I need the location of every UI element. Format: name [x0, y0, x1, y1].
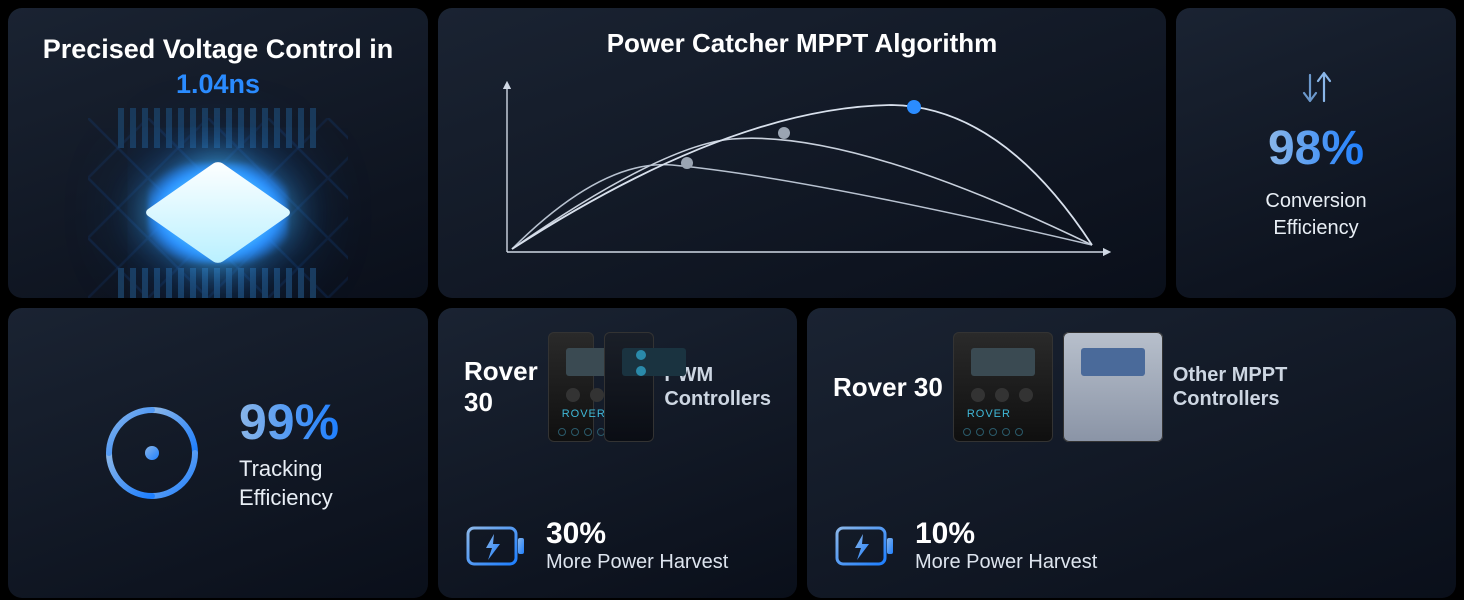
compare-bottom: 10% More Power Harvest — [833, 517, 1430, 574]
product-b-label: Other MPPT Controllers — [1173, 363, 1287, 411]
harvest-pct: 10% — [915, 517, 1097, 551]
rover-device-illustration: ROVER — [953, 332, 1053, 442]
compare-bottom: 30% More Power Harvest — [464, 517, 771, 574]
compare-card-other-mppt: Rover 30 ROVER Other MPPT Controllers — [807, 308, 1456, 598]
pwm-device-illustration — [604, 332, 655, 442]
conversion-efficiency-card: 98% Conversion Efficiency — [1176, 8, 1456, 298]
chart-title: Power Catcher MPPT Algorithm — [458, 28, 1146, 59]
mppt-chart-card: Power Catcher MPPT Algorithm — [438, 8, 1166, 298]
compare-card-pwm: Rover 30 ROVER PWM Controllers — [438, 308, 797, 598]
compare-top: Rover 30 ROVER Other MPPT Controllers — [833, 332, 1430, 442]
harvest-label: More Power Harvest — [915, 551, 1097, 574]
chart-peaks — [681, 100, 921, 169]
voltage-title-highlight: 1.04ns — [176, 69, 260, 99]
chip-illustration — [88, 118, 348, 298]
device-brand: ROVER — [967, 408, 1011, 420]
conversion-label: Conversion Efficiency — [1265, 188, 1366, 242]
harvest-text: 30% More Power Harvest — [546, 517, 728, 574]
tracking-text: 99% Tracking Efficiency — [239, 393, 339, 512]
harvest-text: 10% More Power Harvest — [915, 517, 1097, 574]
mppt-chart — [458, 67, 1146, 267]
harvest-pct: 30% — [546, 517, 728, 551]
battery-bolt-icon — [464, 518, 528, 574]
tracking-efficiency-card: 99% Tracking Efficiency — [8, 308, 428, 598]
rover-device-illustration: ROVER — [548, 332, 594, 442]
chart-curves — [512, 105, 1092, 249]
harvest-label: More Power Harvest — [546, 551, 728, 574]
voltage-title: Precised Voltage Control in 1.04ns — [28, 32, 408, 102]
crosshair-icon — [97, 398, 207, 508]
other-mppt-device-illustration — [1063, 332, 1163, 442]
conversion-value: 98% — [1268, 121, 1364, 176]
updown-arrows-icon — [1294, 65, 1338, 109]
device-brand: ROVER — [562, 408, 606, 420]
battery-bolt-icon — [833, 518, 897, 574]
product-a-label: Rover 30 — [833, 372, 943, 403]
tracking-label: Tracking Efficiency — [239, 455, 339, 512]
voltage-control-card: Precised Voltage Control in 1.04ns — [8, 8, 428, 298]
compare-top: Rover 30 ROVER PWM Controllers — [464, 332, 771, 442]
product-a-label: Rover 30 — [464, 356, 538, 418]
voltage-title-prefix: Precised Voltage Control in — [43, 34, 394, 64]
tracking-value: 99% — [239, 393, 339, 451]
